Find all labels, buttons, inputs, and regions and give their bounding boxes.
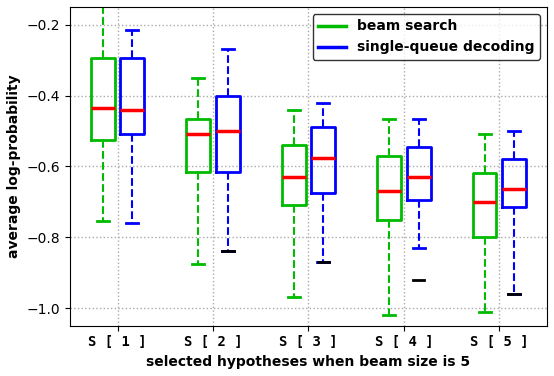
X-axis label: selected hypotheses when beam size is 5: selected hypotheses when beam size is 5 <box>146 355 470 369</box>
Y-axis label: average log-probability: average log-probability <box>7 74 21 258</box>
Legend: beam search, single-queue decoding: beam search, single-queue decoding <box>312 14 540 60</box>
